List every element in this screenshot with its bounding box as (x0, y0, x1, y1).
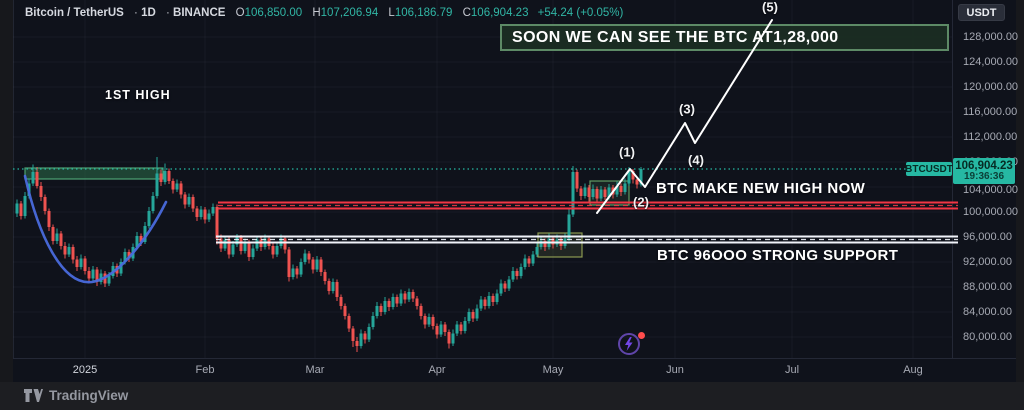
time-tick-label: Jun (666, 364, 684, 376)
wave-label-2: (2) (633, 194, 649, 210)
price-tick-label: 124,000.00 (963, 56, 1019, 68)
tradingview-logo-text: TradingView (49, 388, 129, 403)
close-value: 106,904.23 (470, 7, 529, 19)
symbol-price-line-label: BTCUSDT (905, 162, 953, 176)
candle-countdown: 19:36:36 (963, 170, 1005, 182)
flash-watermark-icon (618, 332, 645, 359)
price-tick-label: 88,000.00 (963, 281, 1012, 293)
time-tick-label: Feb (195, 364, 215, 376)
price-tick-label: 112,000.00 (963, 131, 1018, 143)
low-key: L (388, 7, 395, 19)
chart-plot-area[interactable] (13, 0, 952, 358)
watermark-notification-dot (638, 332, 645, 339)
price-tick-label: 128,000.00 (963, 31, 1019, 43)
time-axis[interactable]: 2025 Feb Mar Apr May Jun Jul Aug (13, 358, 1016, 382)
new-high-annotation: BTC MAKE NEW HIGH NOW (656, 180, 866, 197)
time-tick-label: Apr (428, 364, 446, 376)
open-key: O (235, 7, 245, 19)
wave-label-1: (1) (619, 144, 635, 160)
price-target-banner[interactable]: SOON WE CAN SEE THE BTC AT1,28,000 (500, 24, 949, 51)
price-tick-label: 92,000.00 (963, 256, 1012, 268)
price-tick-label: 116,000.00 (963, 106, 1018, 118)
price-axis[interactable]: 128,000.00 124,000.00 120,000.00 116,000.00… (952, 0, 1019, 358)
tradingview-logo[interactable]: TradingView (24, 388, 128, 403)
low-value: 106,186.79 (394, 7, 453, 19)
wave-label-5: (5) (762, 0, 778, 15)
open-value: 106,850.00 (244, 7, 303, 19)
symbol-title[interactable]: Bitcoin / TetherUS (25, 7, 124, 19)
price-target-banner-text: SOON WE CAN SEE THE BTC AT1,28,000 (512, 28, 839, 46)
time-tick-label: 2025 (72, 364, 98, 376)
timeframe-label[interactable]: 1D (141, 7, 156, 19)
wave-label-3: (3) (679, 101, 695, 117)
time-tick-label: May (542, 364, 564, 376)
close-key: C (462, 7, 471, 19)
wave-label-4: (4) (688, 152, 704, 168)
price-tick-label: 96,000.00 (963, 231, 1012, 243)
first-high-annotation: 1ST HIGH (105, 88, 171, 102)
price-tick-label: 120,000.00 (963, 81, 1019, 93)
currency-toggle-button[interactable]: USDT (958, 4, 1005, 21)
price-tick-label: 100,000.00 (963, 206, 1019, 218)
current-price-badge[interactable]: 106,904.23 19:36:36 (953, 158, 1015, 184)
tradingview-logo-icon (24, 389, 43, 402)
change-value: +54.24 (+0.05%) (537, 7, 624, 19)
symbol-info-bar: Bitcoin / TetherUS · 1D · BINANCE O106,8… (25, 7, 624, 19)
price-tick-label: 80,000.00 (963, 331, 1012, 343)
support-annotation: BTC 96OOO STRONG SUPPORT (657, 247, 899, 264)
exchange-label: BINANCE (173, 7, 226, 19)
time-tick-label: Jul (784, 364, 800, 376)
price-tick-label: 104,000.00 (963, 184, 1019, 196)
high-key: H (312, 7, 321, 19)
time-tick-label: Mar (305, 364, 325, 376)
price-tick-label: 84,000.00 (963, 306, 1012, 318)
watermark-ring (618, 333, 640, 355)
footer-bar: TradingView (0, 382, 1024, 410)
high-value: 107,206.94 (320, 7, 379, 19)
lightning-bolt-icon (625, 337, 633, 351)
time-tick-label: Aug (903, 364, 923, 376)
current-price-value: 106,904.23 (955, 159, 1013, 172)
